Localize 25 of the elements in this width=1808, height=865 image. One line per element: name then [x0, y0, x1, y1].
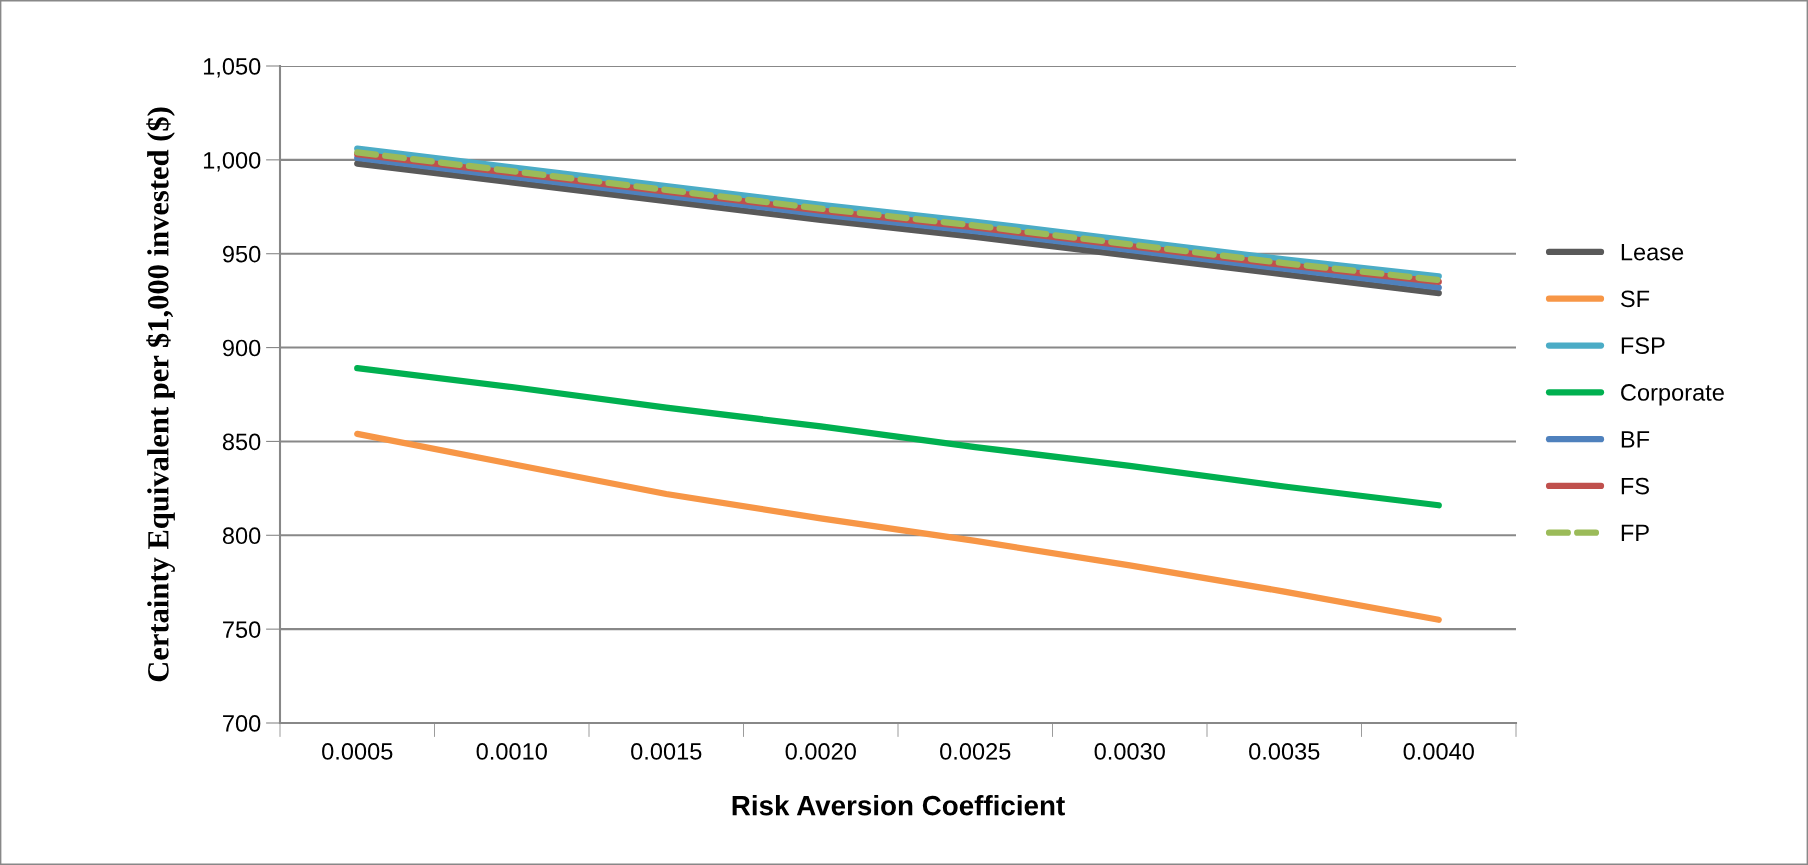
y-tick-label: 950 [222, 245, 261, 263]
x-tick-label: 0.0020 [785, 743, 856, 760]
x-tick-label: 0.0005 [322, 743, 393, 760]
y-tick-label: 750 [223, 621, 261, 638]
y-axis-title: Certainty Equivalent per $1,000 invested ($) [146, 107, 175, 682]
legend-label: FSP [1621, 337, 1665, 355]
x-tick-label: 0.0030 [1094, 743, 1165, 760]
y-tick-label: 1,050 [203, 58, 261, 78]
y-tick-label: 700 [223, 715, 261, 732]
legend-label: Corporate [1621, 384, 1724, 406]
y-tick-label: 800 [222, 527, 261, 545]
x-tick-label: 0.0015 [631, 743, 702, 760]
x-tick-label: 0.0035 [1249, 743, 1320, 760]
legend-label: FP [1621, 524, 1649, 542]
y-tick-label: 1,000 [203, 151, 261, 172]
legend-label: SF [1620, 290, 1650, 308]
x-tick-label: 0.0025 [940, 743, 1011, 760]
y-tick-label: 850 [222, 433, 261, 451]
x-tick-label: 0.0040 [1403, 743, 1474, 760]
legend-label: BF [1621, 431, 1650, 448]
legend-label: FS [1621, 477, 1649, 495]
x-tick-label: 0.0010 [476, 743, 547, 760]
x-axis-title: Risk Aversion Coefficient [732, 795, 1065, 816]
y-tick-label: 900 [222, 339, 261, 357]
legend-label: Lease [1621, 243, 1684, 261]
